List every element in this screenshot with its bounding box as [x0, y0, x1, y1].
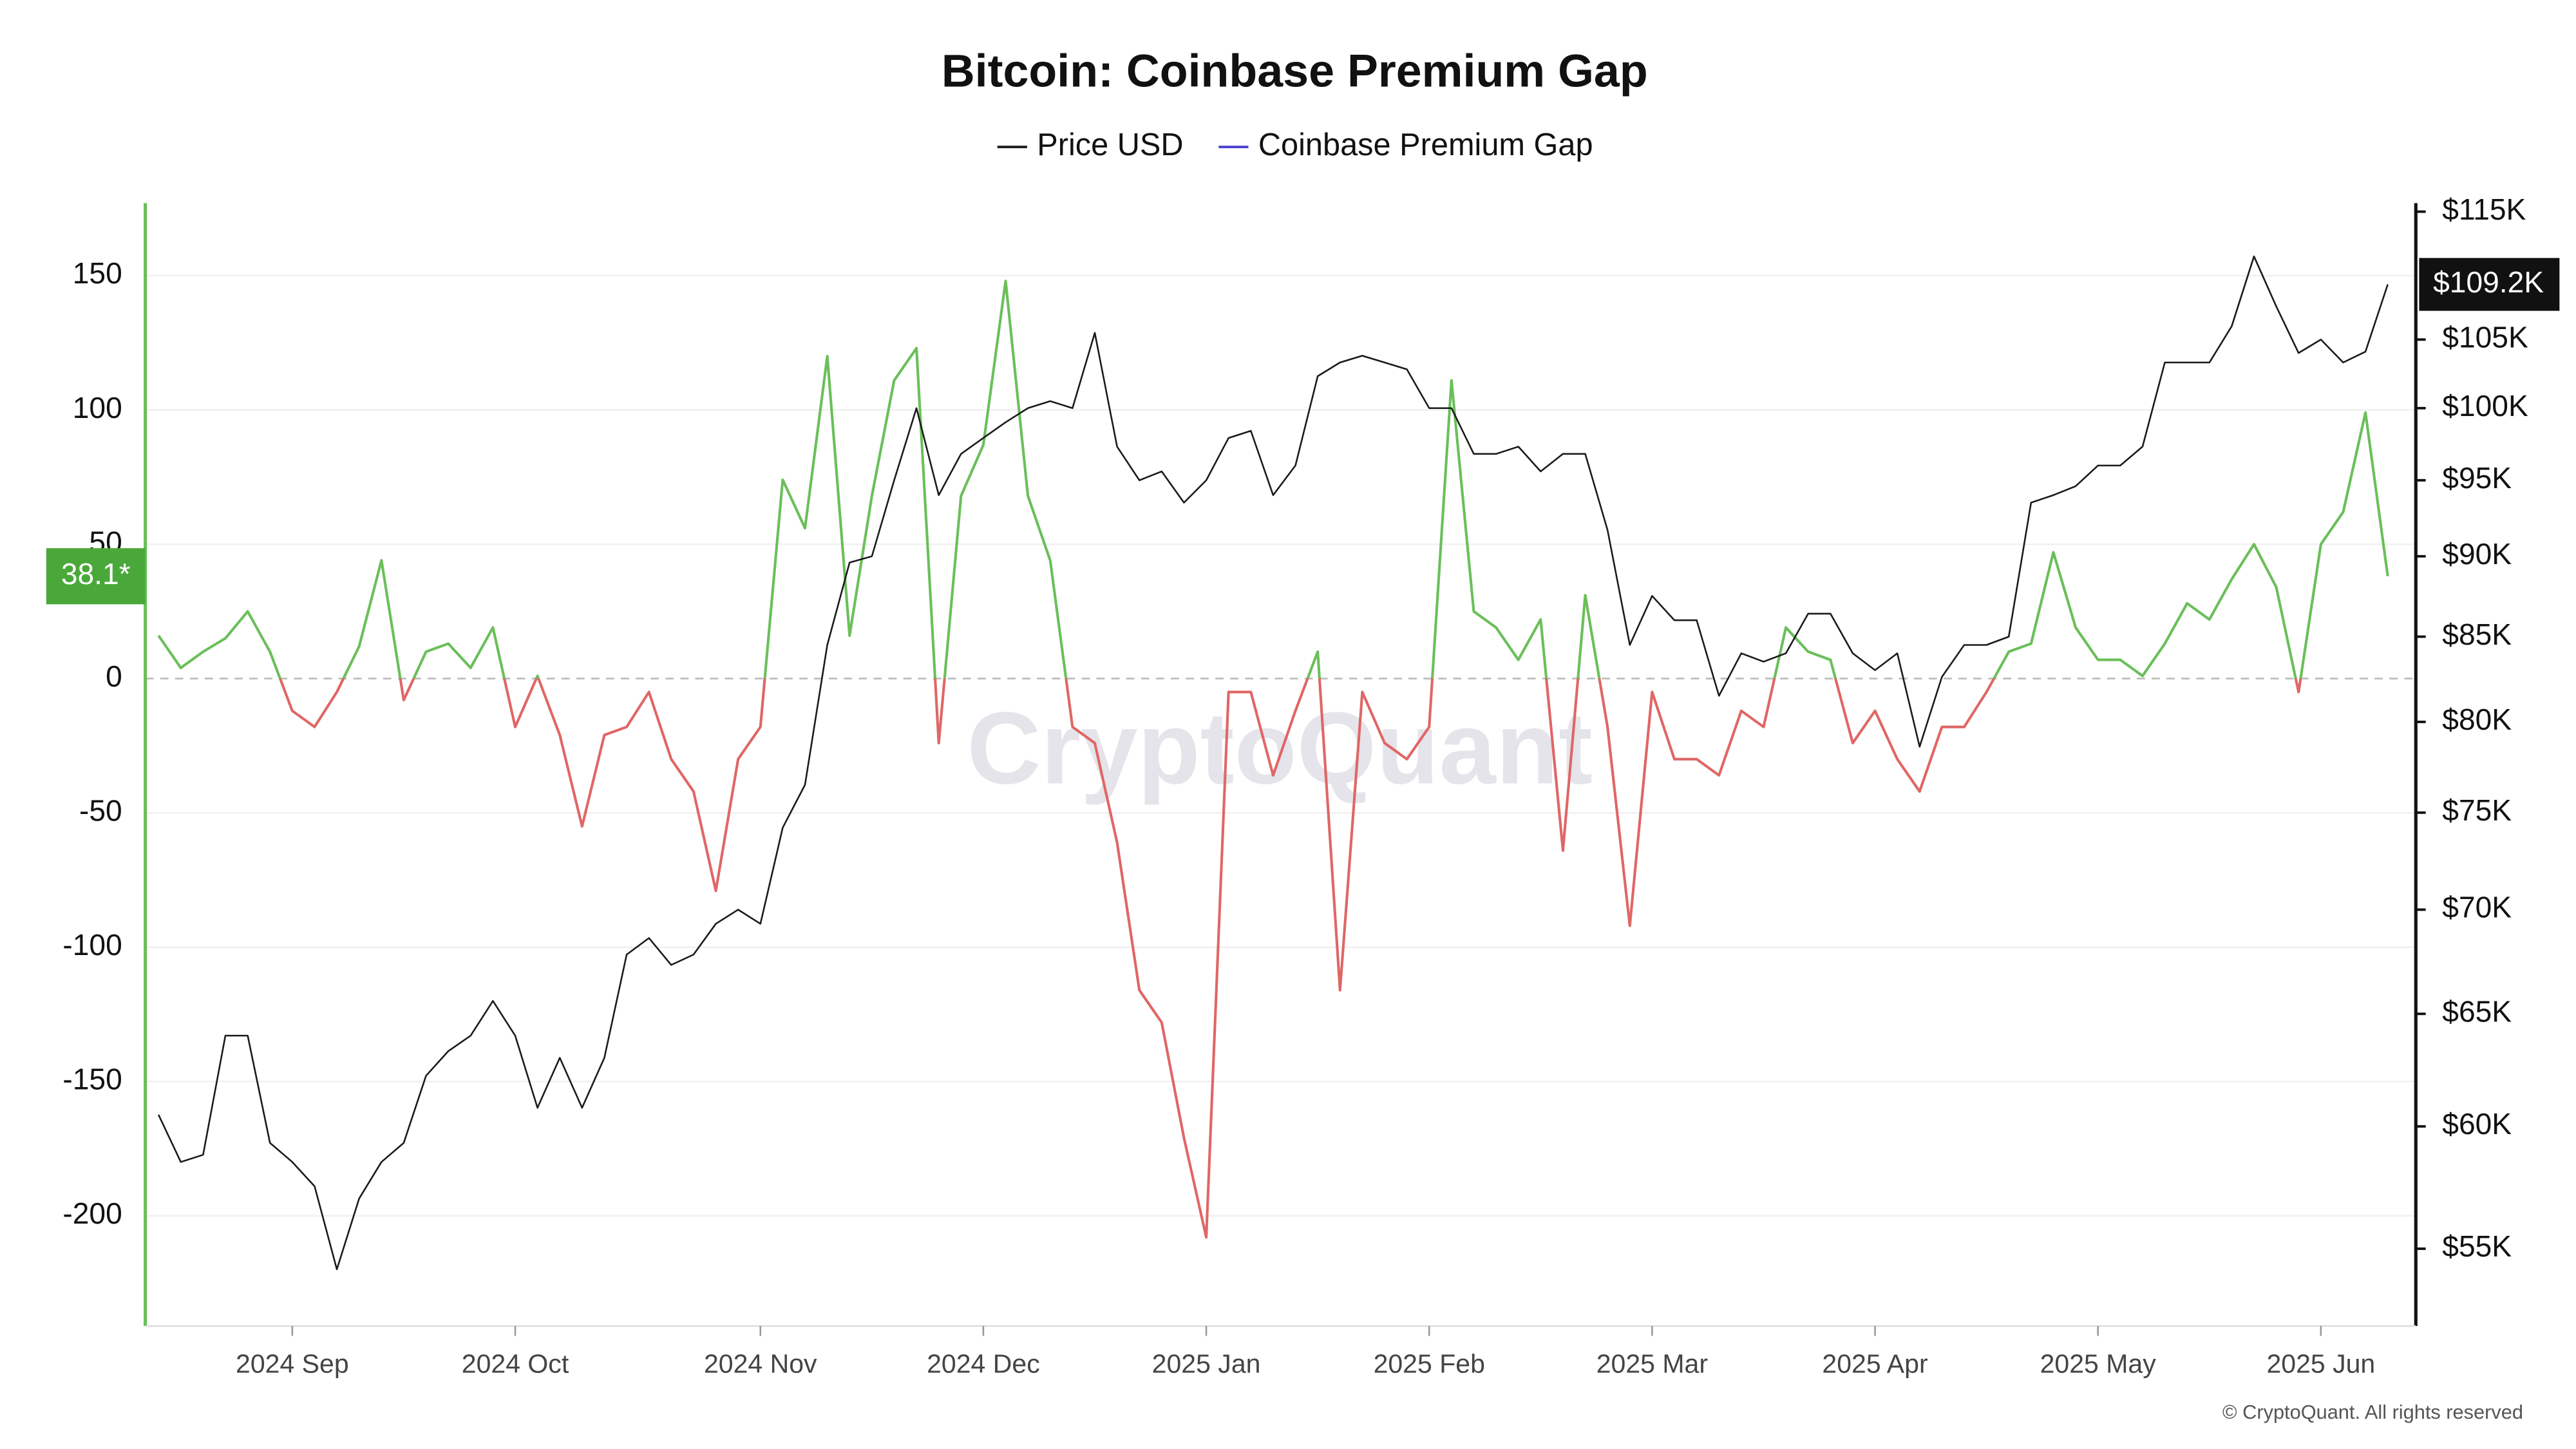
premium-badge — [46, 548, 146, 605]
y2-tick-label: $70K — [2442, 891, 2512, 924]
x-tick-label: 2024 Nov — [704, 1349, 817, 1378]
copyright: © CryptoQuant. All rights reserved — [2222, 1401, 2523, 1423]
y2-tick-label: $90K — [2442, 537, 2512, 571]
x-tick-label: 2025 Jan — [1152, 1349, 1261, 1378]
y-tick-label: -100 — [62, 928, 122, 961]
x-tick-label: 2025 Jun — [2266, 1349, 2375, 1378]
legend-label: Coinbase Premium Gap — [1258, 128, 1593, 162]
y2-tick-label: $75K — [2442, 793, 2512, 827]
y-tick-label: 150 — [73, 256, 122, 290]
y2-tick-label: $80K — [2442, 703, 2512, 736]
premium-line — [157, 279, 2389, 1239]
y-tick-label: -150 — [62, 1063, 122, 1096]
x-tick-label: 2025 Mar — [1596, 1349, 1708, 1378]
y2-tick-label: $105K — [2442, 320, 2528, 354]
y2-tick-label: $85K — [2442, 618, 2512, 651]
y2-tick-label: $95K — [2442, 461, 2512, 495]
price-badge — [2419, 258, 2560, 311]
watermark: CryptoQuant — [967, 690, 1592, 805]
y2-tick-label: $100K — [2442, 389, 2528, 422]
chart-title: Bitcoin: Coinbase Premium Gap — [942, 45, 1648, 97]
y-tick-label: -200 — [62, 1197, 122, 1230]
x-tick-label: 2025 Apr — [1822, 1349, 1927, 1378]
y-tick-label: -50 — [79, 793, 122, 827]
y2-tick-label: $115K — [2442, 193, 2526, 226]
x-tick-label: 2024 Sep — [236, 1349, 349, 1378]
x-tick-label: 2024 Oct — [462, 1349, 569, 1378]
y-tick-label: 0 — [106, 659, 122, 693]
x-tick-label: 2025 Feb — [1374, 1349, 1485, 1378]
premium-badge-label: 38.1* — [61, 557, 131, 591]
y2-tick-label: $65K — [2442, 994, 2512, 1028]
x-tick-label: 2025 May — [2040, 1349, 2157, 1378]
price-line — [157, 255, 2389, 1271]
y2-tick-label: $55K — [2442, 1229, 2512, 1263]
price-badge-label: $109.2K — [2433, 265, 2544, 299]
x-tick-label: 2024 Dec — [927, 1349, 1040, 1378]
y2-tick-label: $60K — [2442, 1107, 2512, 1141]
legend-label: Price USD — [1037, 128, 1183, 162]
y-tick-label: 100 — [73, 391, 122, 424]
